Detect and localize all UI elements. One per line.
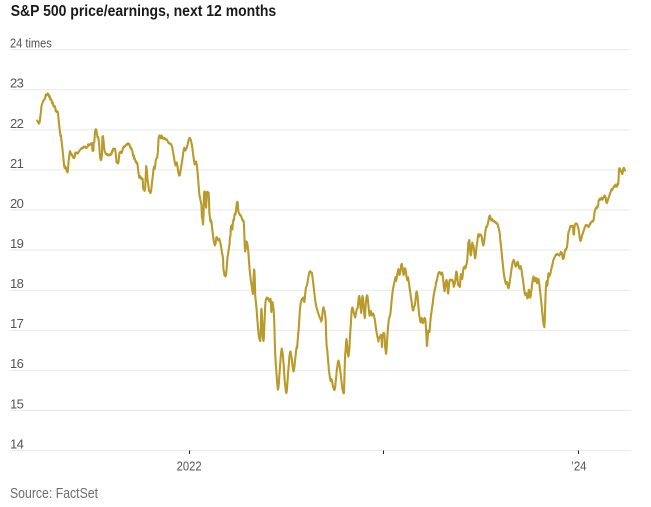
svg-text:22: 22 [10, 116, 24, 131]
svg-text:17: 17 [10, 316, 24, 331]
svg-text:Source: FactSet: Source: FactSet [10, 486, 98, 502]
svg-text:15: 15 [10, 396, 24, 411]
svg-text:23: 23 [10, 76, 24, 91]
svg-text:21: 21 [10, 156, 24, 171]
svg-text:19: 19 [10, 236, 24, 251]
svg-text:18: 18 [10, 276, 24, 291]
svg-text:24 times: 24 times [10, 36, 52, 51]
svg-text:14: 14 [10, 436, 24, 451]
svg-text:S&P 500 price/earnings, next 1: S&P 500 price/earnings, next 12 months [11, 3, 277, 20]
svg-text:2022: 2022 [177, 459, 202, 474]
svg-text:20: 20 [10, 196, 24, 211]
svg-text:16: 16 [10, 356, 24, 371]
svg-text:’24: ’24 [571, 459, 586, 474]
